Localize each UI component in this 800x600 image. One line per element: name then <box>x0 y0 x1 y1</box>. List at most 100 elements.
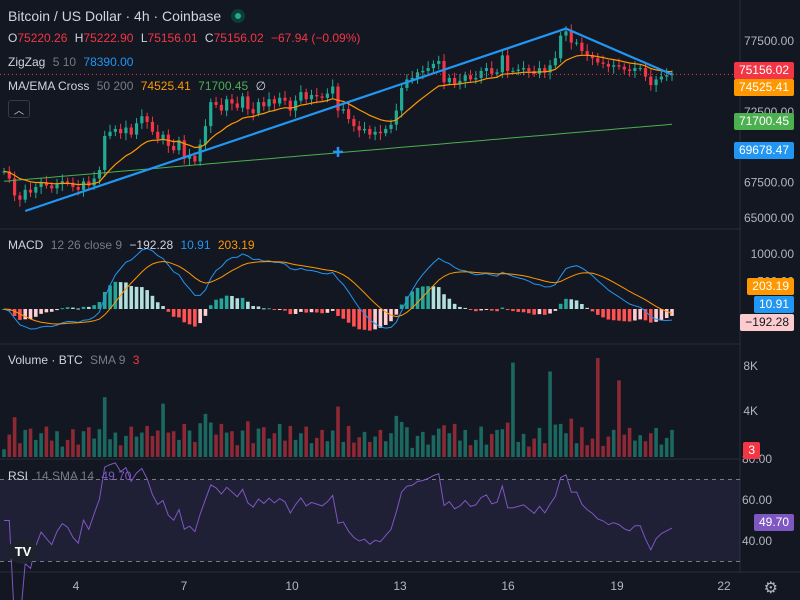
macd-histogram-bar <box>521 309 526 313</box>
candle-body <box>447 78 451 83</box>
macd-histogram-bar <box>235 298 240 309</box>
macd-histogram-bar <box>155 302 160 309</box>
volume-bar <box>368 441 372 457</box>
volume-bar <box>60 446 65 457</box>
volume-bar <box>293 439 298 457</box>
macd-hist-badge: −192.28 <box>740 314 794 331</box>
volume-bar <box>102 397 107 457</box>
ma-name[interactable]: MA/EMA Cross <box>8 79 90 93</box>
volume-bar <box>585 445 589 457</box>
tradingview-logo[interactable]: TV <box>8 538 38 564</box>
candle-body <box>516 69 520 71</box>
macd-histogram-bar <box>203 309 208 316</box>
high-label: H <box>74 31 84 45</box>
volume-bar <box>511 362 515 457</box>
price-pane <box>0 24 740 213</box>
macd-name[interactable]: MACD <box>8 238 44 252</box>
candle-body <box>336 86 340 111</box>
candle-body <box>400 87 404 111</box>
macd-histogram-bar <box>240 297 245 309</box>
candle-body <box>230 99 234 104</box>
candle-body <box>240 96 245 108</box>
gear-icon[interactable]: ⚙ <box>763 580 778 597</box>
zigzag-legend[interactable]: ZigZag 5 10 78390.00 <box>8 55 137 69</box>
volume-bar <box>436 428 441 457</box>
volume-bar <box>643 441 648 457</box>
candle-body <box>601 62 605 64</box>
candle-body <box>113 128 117 132</box>
candle-body <box>484 68 489 71</box>
macd-histogram-bar <box>246 301 250 309</box>
volume-bar <box>7 434 12 457</box>
collapse-legend-button[interactable]: ︿ <box>8 100 30 118</box>
macd-histogram-bar <box>505 309 510 310</box>
volume-bar <box>314 437 319 457</box>
macd-histogram-bar <box>320 309 324 314</box>
macd-histogram-bar <box>627 309 632 322</box>
candle-body <box>627 69 632 71</box>
volume-bar <box>484 444 489 457</box>
candle-body <box>500 55 504 73</box>
macd-histogram-bar <box>458 306 462 309</box>
macd-histogram-bar <box>468 309 473 310</box>
macd-legend[interactable]: MACD 12 26 close 9 −192.28 10.91 203.19 <box>8 238 259 252</box>
volume-bar <box>283 440 287 457</box>
macd-histogram-bar <box>288 309 293 315</box>
rsi-line <box>4 462 673 600</box>
candle-body <box>474 78 478 80</box>
macd-histogram-bar <box>569 299 574 309</box>
candle-body <box>320 96 324 98</box>
candle-body <box>437 61 441 64</box>
macd-line <box>3 247 673 330</box>
symbol-title-text[interactable]: Bitcoin / US Dollar · 4h · Coinbase <box>8 8 222 24</box>
symbol-title[interactable]: Bitcoin / US Dollar · 4h · Coinbase <box>8 8 249 24</box>
rsi-name[interactable]: RSI <box>8 469 29 483</box>
candle-body <box>172 145 176 151</box>
candle-body <box>209 102 213 127</box>
volume-bar <box>18 443 22 457</box>
candle-body <box>71 182 75 187</box>
candle-body <box>299 92 303 101</box>
volume-bar <box>134 436 139 457</box>
volume-bar <box>76 444 81 457</box>
volume-bar <box>606 436 611 457</box>
volume-bar <box>627 427 632 457</box>
macd-histogram-bar <box>39 309 43 314</box>
volume-bar <box>468 445 473 457</box>
volume-bar <box>341 441 346 457</box>
volume-bar <box>378 429 383 457</box>
volume-bar <box>277 423 282 457</box>
volume-tick-label: 8K <box>743 359 758 373</box>
candle-body <box>140 116 144 124</box>
candle-body <box>415 72 420 79</box>
volume-bar <box>399 421 404 457</box>
volume-bar <box>267 438 271 457</box>
volume-legend[interactable]: Volume · BTC SMA 9 3 <box>8 353 143 367</box>
candle-body <box>256 102 261 114</box>
volume-bar <box>426 444 430 457</box>
volume-bar <box>505 422 510 457</box>
macd-histogram-bar <box>617 309 621 321</box>
volume-bar <box>495 429 499 457</box>
volume-pane <box>2 358 674 457</box>
macd-histogram-bar <box>415 287 420 309</box>
macd-histogram-bar <box>383 309 388 325</box>
candle-body <box>521 68 526 70</box>
volume-bar <box>288 425 293 457</box>
rsi-legend[interactable]: RSI 14 SMA 14 49.70 <box>8 469 135 483</box>
volume-bar <box>458 440 462 457</box>
zigzag-name[interactable]: ZigZag <box>8 55 46 69</box>
volume-bar <box>166 432 171 457</box>
volume-name[interactable]: Volume · BTC <box>8 353 83 367</box>
candle-body <box>129 127 133 135</box>
volume-bar <box>542 443 547 457</box>
ma-legend[interactable]: MA/EMA Cross 50 200 74525.41 71700.45 ∅ <box>8 79 270 93</box>
volume-bar <box>251 443 255 457</box>
macd-histogram-bar <box>511 309 515 312</box>
volume-bar <box>309 443 314 457</box>
candle-body <box>649 76 653 86</box>
macd-histogram-bar <box>516 309 521 312</box>
macd-histogram-bar <box>362 309 367 330</box>
candle-body <box>665 75 669 77</box>
